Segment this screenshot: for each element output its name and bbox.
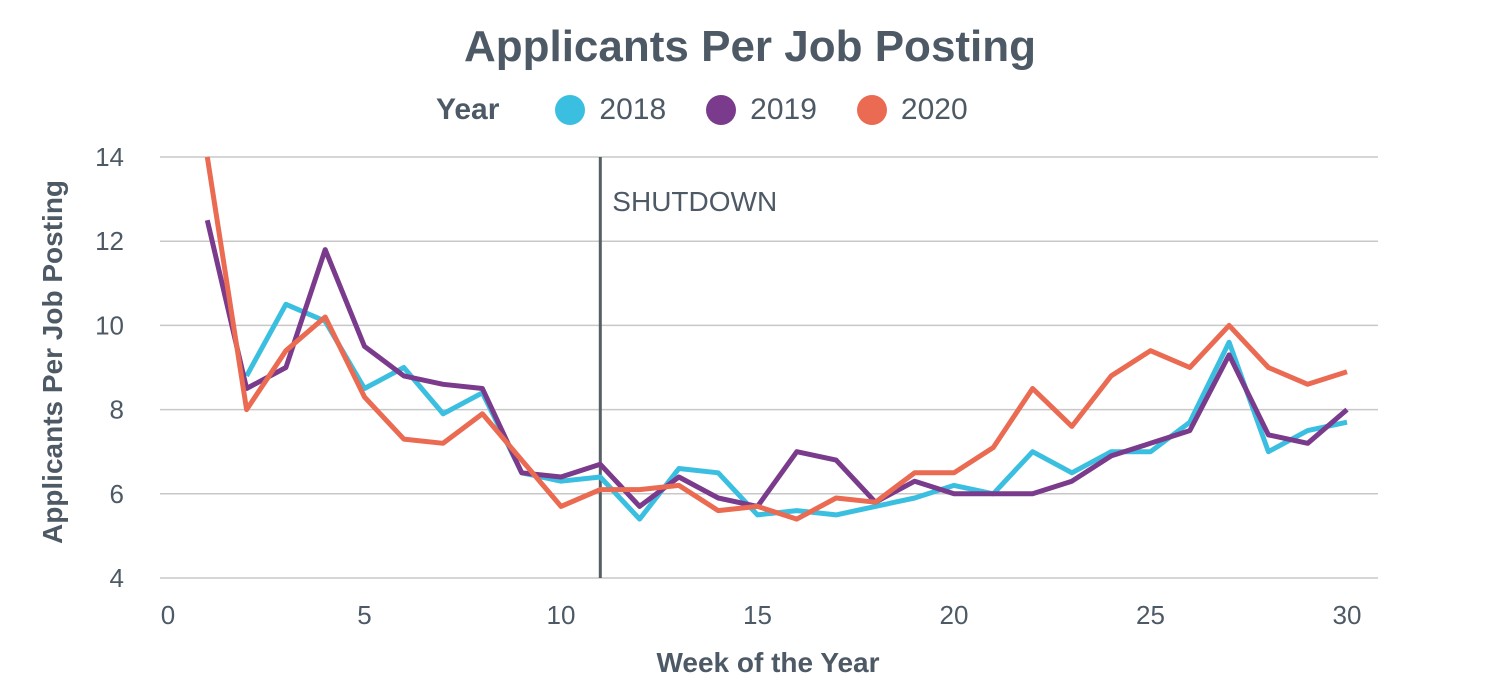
series-line-2020 — [204, 156, 1348, 522]
y-tick-label-4: 4 — [110, 563, 124, 593]
x-axis-label: Week of the Year — [656, 647, 879, 678]
chart-title: Applicants Per Job Posting — [463, 22, 1037, 71]
y-tick-label-14: 14 — [95, 142, 124, 172]
y-axis-label: Applicants Per Job Posting — [37, 180, 68, 544]
legend-marker-2020 — [856, 95, 887, 125]
x-tick-label-25: 25 — [1136, 600, 1165, 630]
x-tick-label-0: 0 — [161, 600, 175, 630]
x-tick-label-30: 30 — [1333, 600, 1362, 630]
legend-marker-2019 — [706, 95, 737, 125]
series-lines — [204, 156, 1349, 522]
shutdown-label: SHUTDOWN — [612, 186, 777, 217]
gridlines — [160, 156, 1378, 579]
x-tick-label-5: 5 — [357, 600, 371, 630]
series-line-2019 — [204, 219, 1349, 509]
x-tick-label-10: 10 — [547, 600, 576, 630]
legend-label-2019: 2019 — [750, 93, 817, 126]
annotations: SHUTDOWN — [598, 157, 777, 578]
x-tick-label-20: 20 — [940, 600, 969, 630]
y-tick-label-8: 8 — [110, 395, 124, 425]
legend: Year 2018 2019 2020 — [436, 88, 1008, 132]
legend-item-2019: 2019 — [706, 93, 817, 127]
legend-label-2020: 2020 — [900, 93, 968, 126]
legend-item-2020: 2020 — [856, 93, 968, 127]
series-line-2018 — [244, 301, 1348, 522]
legend-marker-2018 — [555, 95, 586, 125]
y-axis-ticks: 4 6 8 10 12 14 — [95, 142, 124, 593]
legend-item-2018: 2018 — [555, 93, 666, 127]
legend-title: Year — [436, 93, 500, 126]
y-tick-label-12: 12 — [95, 226, 124, 256]
x-tick-label-15: 15 — [743, 600, 772, 630]
x-axis-ticks: 0 5 10 15 20 25 30 — [161, 600, 1362, 630]
legend-label-2018: 2018 — [599, 93, 667, 126]
y-tick-label-6: 6 — [110, 479, 124, 509]
y-tick-label-10: 10 — [95, 310, 124, 340]
